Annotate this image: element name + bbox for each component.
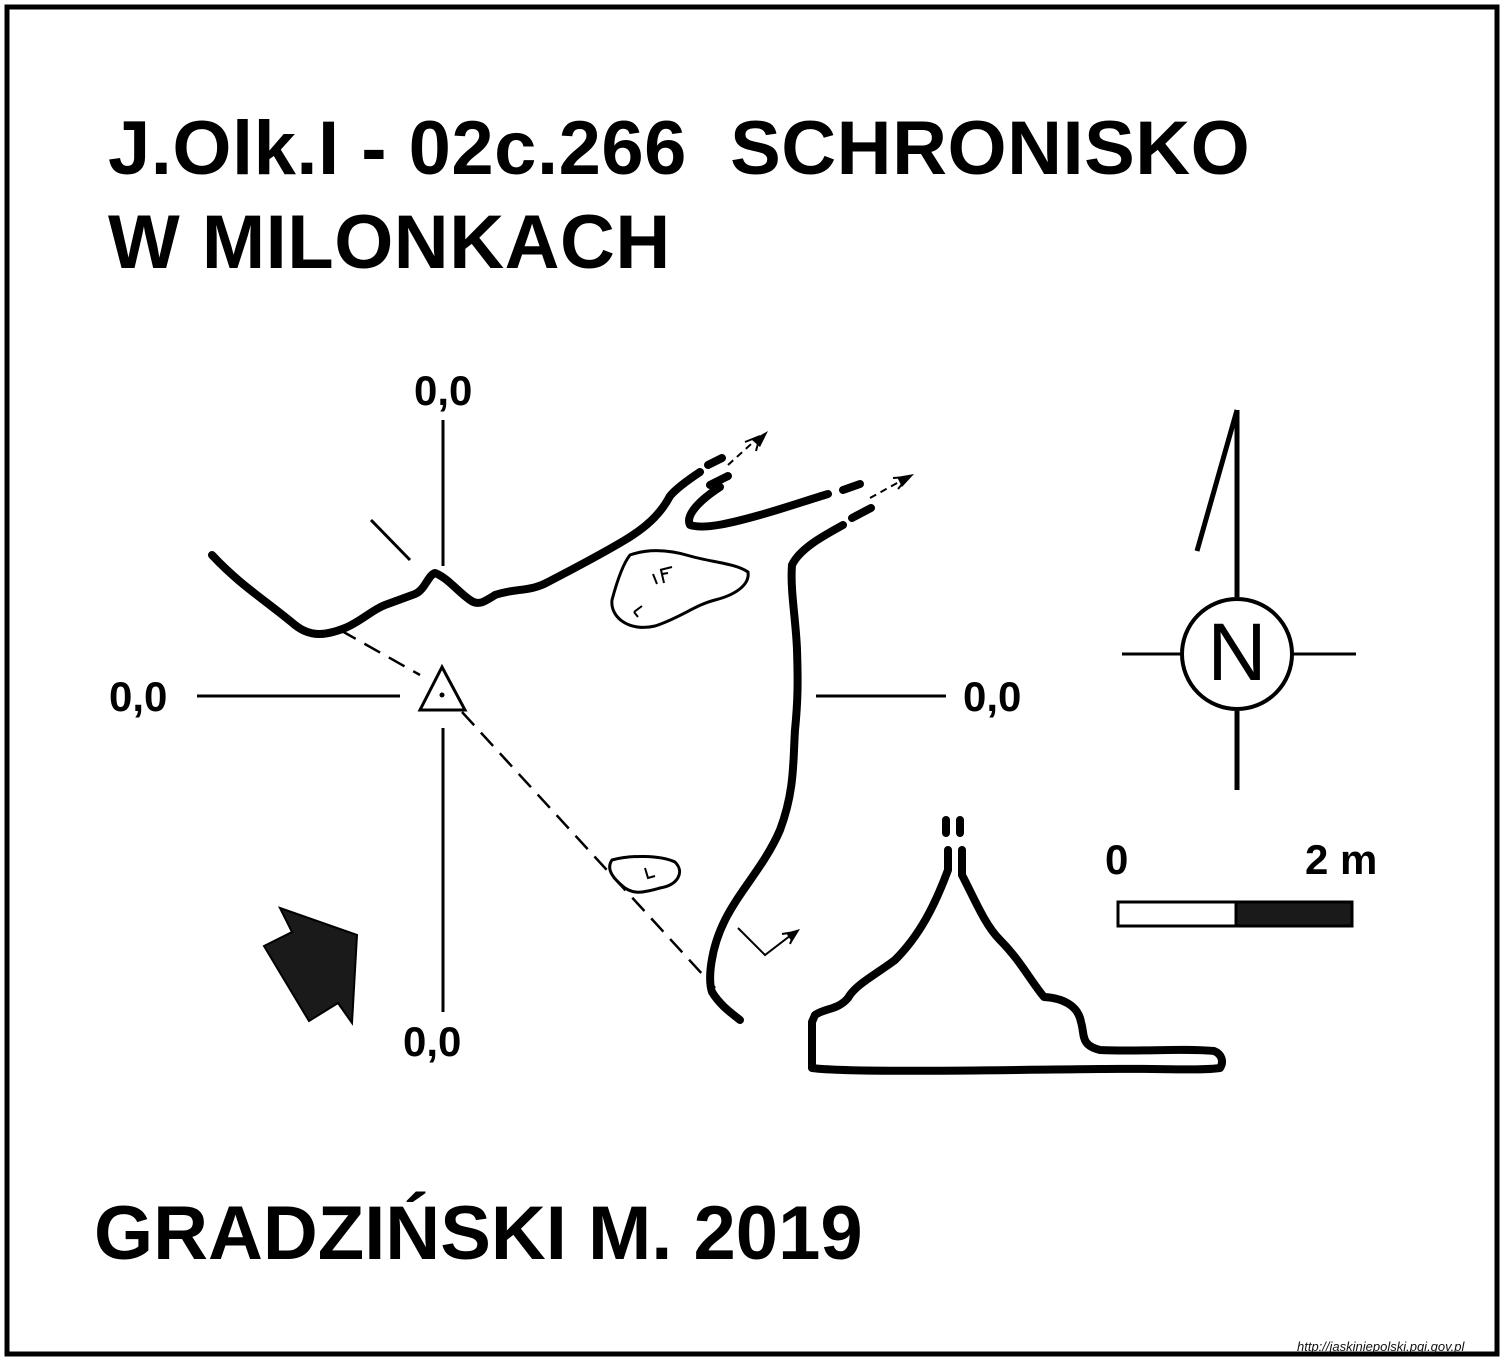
cave-wall-dash-2: [706, 472, 732, 489]
map-title-line2: W MILONKACH: [108, 200, 671, 285]
cave-wall-right: [706, 521, 847, 1024]
boulder-symbol-lower: [644, 867, 656, 880]
map-title-line1: J.Olk.I - 02c.266 SCHRONISKO: [108, 106, 1251, 191]
boulder-outline-lower: [608, 854, 681, 894]
cave-wall-upper: [208, 468, 704, 638]
survey-station-icon: [417, 663, 468, 712]
profile-section-tick: [369, 518, 412, 562]
map-author: GRADZIŃSKI M. 2019: [94, 1191, 863, 1276]
datum-label-left: 0,0: [109, 673, 168, 720]
arrowhead-1: [752, 431, 768, 447]
scale-bar-black: [1234, 900, 1354, 928]
north-arrow-icon: [1122, 409, 1356, 790]
dripline-dashed: [339, 628, 716, 989]
cave-wall-dash-1: [704, 454, 726, 469]
scale-bar-white: [1116, 900, 1238, 928]
map-border: [4, 4, 1500, 1357]
boulder-symbol-upper: [633, 566, 673, 618]
arrowhead-2: [897, 474, 914, 487]
datum-label-bottom: 0,0: [403, 1018, 462, 1065]
cave-wall-channel: [685, 483, 832, 531]
entrance-arrow-icon: [262, 906, 359, 1026]
cross-section-profile: [808, 816, 1226, 1075]
datum-cross: [197, 420, 946, 1012]
scale-bar: [1116, 900, 1354, 928]
scale-start-label: 0: [1105, 836, 1129, 883]
cave-wall-dash-3: [839, 480, 864, 494]
datum-label-right: 0,0: [963, 673, 1022, 720]
scale-end-label: 2 m: [1305, 836, 1378, 883]
arrowhead-3: [786, 929, 800, 942]
north-letter: N: [1207, 607, 1267, 698]
source-credit-link[interactable]: http://jaskiniepolski.pgi.gov.pl: [1297, 1339, 1465, 1354]
cave-wall-dash-4: [848, 504, 875, 522]
boulder-outline-upper: [610, 549, 750, 629]
datum-label-top: 0,0: [414, 367, 473, 414]
